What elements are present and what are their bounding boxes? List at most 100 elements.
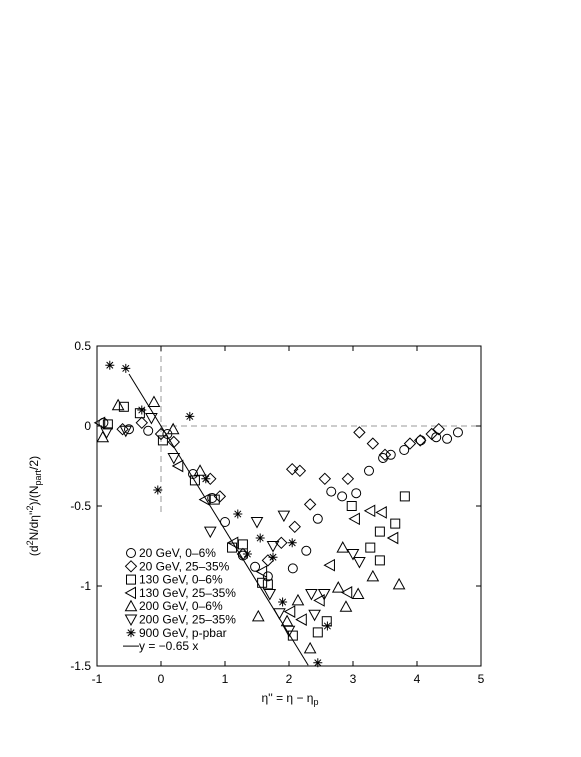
x-tick-label: 2 xyxy=(286,672,293,686)
data-point xyxy=(399,491,410,502)
data-point xyxy=(105,360,115,370)
data-point xyxy=(366,569,380,582)
y-label-part: (d xyxy=(27,545,41,556)
data-point xyxy=(204,472,217,486)
data-point xyxy=(124,424,134,435)
data-point xyxy=(255,533,265,543)
x-tick-label: 4 xyxy=(414,672,421,686)
legend-marker xyxy=(126,574,136,585)
data-point xyxy=(385,449,396,460)
data-point xyxy=(346,501,357,511)
legend-marker xyxy=(124,599,138,612)
data-point xyxy=(442,433,453,444)
data-point xyxy=(280,614,294,627)
data-point xyxy=(111,398,125,411)
x-tick-label: 5 xyxy=(478,672,485,686)
data-point xyxy=(278,597,288,607)
data-point xyxy=(167,453,181,465)
data-point xyxy=(341,472,355,486)
data-point xyxy=(392,577,406,590)
data-point xyxy=(275,536,288,550)
data-point xyxy=(157,435,168,446)
fit-line xyxy=(128,373,309,666)
legend-marker xyxy=(124,614,138,627)
y-label-part: /2) xyxy=(27,456,41,470)
data-point xyxy=(425,427,438,441)
data-point xyxy=(301,545,312,556)
data-point xyxy=(262,579,273,590)
data-point xyxy=(255,565,268,578)
data-point xyxy=(375,506,387,519)
data-point xyxy=(277,510,291,523)
data-point xyxy=(312,627,323,638)
data-point xyxy=(331,581,345,593)
data-point xyxy=(295,613,307,626)
data-point xyxy=(189,475,200,486)
data-point xyxy=(147,395,161,407)
data-point xyxy=(193,464,207,476)
data-point xyxy=(432,422,445,436)
data-point xyxy=(100,427,113,439)
data-point xyxy=(351,587,365,599)
data-point xyxy=(308,609,321,622)
data-point xyxy=(339,600,353,612)
data-point xyxy=(390,518,401,529)
data-point xyxy=(227,542,238,553)
legend-marker xyxy=(126,548,136,558)
data-point xyxy=(374,555,385,566)
data-point xyxy=(283,605,296,618)
data-point xyxy=(413,434,427,447)
data-point xyxy=(237,539,248,550)
data-point xyxy=(366,437,380,450)
x-tick-label: -1 xyxy=(92,672,103,686)
legend-marker xyxy=(124,560,138,573)
data-point xyxy=(348,512,360,526)
data-point xyxy=(374,526,385,537)
data-point xyxy=(185,411,195,421)
data-point xyxy=(250,561,261,572)
data-point xyxy=(303,498,317,511)
data-point xyxy=(285,462,299,476)
y-tick-label: 0.5 xyxy=(74,339,91,353)
data-point xyxy=(118,401,129,412)
data-point xyxy=(305,589,318,601)
data-point xyxy=(399,445,410,455)
data-point xyxy=(209,494,220,505)
y-axis-label: (d2N/dη''2)/(Npart/2) xyxy=(25,456,43,556)
data-point xyxy=(323,558,335,572)
data-point xyxy=(353,426,366,439)
data-point xyxy=(318,472,332,486)
data-point xyxy=(346,549,360,561)
x-tick-label: 1 xyxy=(222,672,229,686)
data-point xyxy=(303,641,317,654)
y-label-part: 2 xyxy=(25,540,35,545)
data-point xyxy=(143,425,154,436)
data-point xyxy=(251,609,265,622)
y-tick-label: -0.5 xyxy=(70,499,91,513)
legend-label: 200 GeV, 0–6% xyxy=(139,599,223,613)
data-point xyxy=(250,517,264,529)
data-point xyxy=(378,448,392,462)
y-label-part: )/(N xyxy=(27,485,41,505)
data-point xyxy=(102,419,113,430)
data-point xyxy=(119,425,133,438)
data-point xyxy=(116,422,129,436)
data-point xyxy=(145,413,158,425)
data-point xyxy=(121,363,131,373)
legend-label: 20 GeV, 25–35% xyxy=(139,559,230,573)
data-point xyxy=(317,589,331,601)
data-point xyxy=(386,531,399,545)
data-point xyxy=(226,536,239,550)
x-label-part: η'' = η − η xyxy=(262,691,314,705)
data-point xyxy=(268,552,278,562)
data-point xyxy=(340,586,353,599)
data-point xyxy=(207,493,218,503)
legend-marker xyxy=(124,586,136,600)
y-label-part: 2 xyxy=(25,505,35,510)
x-tick-label: 0 xyxy=(158,672,165,686)
data-point xyxy=(93,416,106,430)
data-point xyxy=(287,538,297,548)
data-point xyxy=(326,486,337,497)
